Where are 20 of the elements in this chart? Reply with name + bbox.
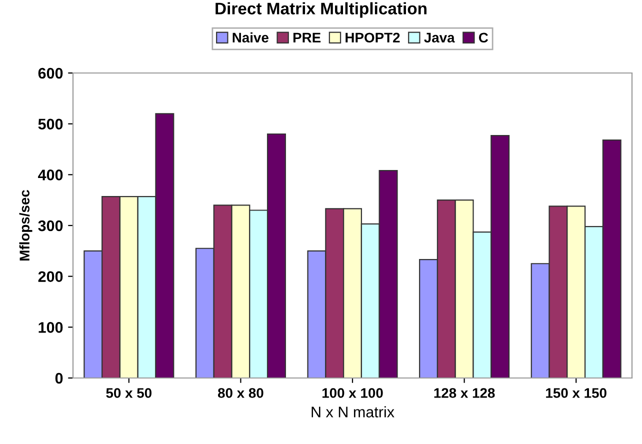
y-tick-label: 500: [38, 118, 63, 130]
legend-label: Naive: [232, 32, 268, 43]
legend-label: Java: [424, 32, 455, 43]
x-axis-title: N x N matrix: [312, 406, 394, 418]
y-tick-label: 100: [38, 322, 63, 333]
legend-label: C: [478, 32, 488, 43]
y-tick-label: 400: [38, 170, 63, 180]
x-tick-label: 128 x 128: [434, 388, 495, 398]
y-tick-label: 300: [38, 220, 63, 232]
y-tick-label: 600: [38, 68, 63, 79]
y-tick-label: 0: [55, 372, 63, 384]
y-tick-label: 200: [38, 271, 63, 282]
x-tick-label: 100 x 100: [322, 388, 383, 398]
x-tick-label: 80 x 80: [218, 388, 264, 398]
x-tick-label: 150 x 150: [546, 388, 606, 398]
y-axis-title: Mflops/sec: [19, 190, 32, 260]
legend-label: PRE: [293, 32, 321, 42]
legend-label: HPOPT2: [346, 32, 400, 43]
x-tick-label: 50 x 50: [106, 388, 152, 398]
chart-title: Direct Matrix Multiplication: [216, 2, 426, 18]
